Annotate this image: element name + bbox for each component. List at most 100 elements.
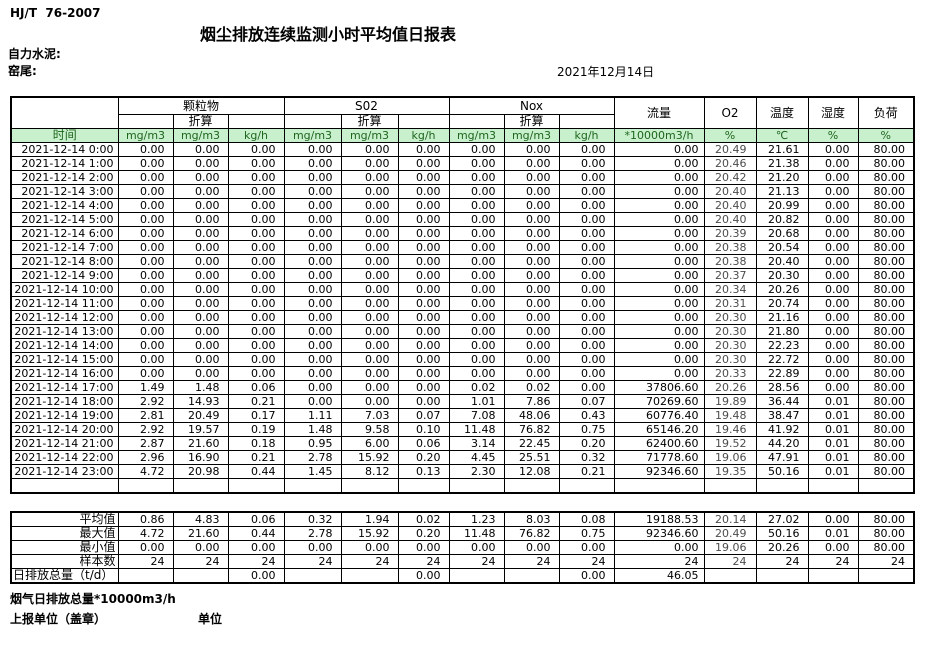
value-cell: 0.00 — [172, 352, 229, 367]
value-cell: 0.00 — [397, 380, 450, 395]
time-cell: 2021-12-14 3:00 — [10, 184, 119, 199]
value-cell: 0.00 — [283, 226, 342, 241]
value-cell: 80.00 — [857, 464, 915, 479]
value-cell: 20.26 — [755, 282, 809, 297]
value-cell: 0.00 — [117, 282, 174, 297]
value-cell: 0.21 — [227, 450, 285, 465]
value-cell: 0.00 — [283, 338, 342, 353]
summary-value-cell: 24 — [558, 554, 615, 569]
value-cell: 0.00 — [283, 240, 342, 255]
value-cell: 0.00 — [558, 184, 615, 199]
summary-value-cell: 0.00 — [397, 568, 450, 584]
value-cell: 0.00 — [117, 240, 174, 255]
value-cell: 20.46 — [703, 156, 757, 171]
unit-pm-mgm3: mg/m3 — [117, 128, 174, 143]
value-cell: 0.00 — [172, 142, 229, 157]
unit-so2-converted: mg/m3 — [340, 128, 399, 143]
value-cell: 70269.60 — [613, 394, 705, 409]
value-cell: 0.00 — [117, 254, 174, 269]
summary-value-cell — [503, 568, 560, 584]
value-cell: 20.54 — [755, 240, 809, 255]
value-cell: 0.00 — [558, 170, 615, 185]
value-cell: 0.00 — [558, 310, 615, 325]
hourly-data-table: 颗粒物 S02 Nox 流量 O2 温度 湿度 负荷 折算 折算 折算 时间 m… — [10, 96, 915, 494]
value-cell: 0.00 — [227, 170, 285, 185]
value-cell: 0.95 — [283, 436, 342, 451]
value-cell: 0.00 — [172, 254, 229, 269]
value-cell: 0.00 — [613, 352, 705, 367]
value-cell: 80.00 — [857, 324, 915, 339]
unit-o2: % — [703, 128, 757, 143]
header-sub-row: 折算 折算 折算 — [11, 114, 914, 129]
value-cell: 4.45 — [448, 450, 505, 465]
value-cell: 0.00 — [227, 226, 285, 241]
value-cell: 0.21 — [558, 464, 615, 479]
col-load: 负荷 — [857, 96, 915, 129]
table-row: 2021-12-14 21:00 2.87 21.60 0.18 0.95 6.00 0.0… — [10, 436, 915, 451]
value-cell: 0.00 — [558, 324, 615, 339]
value-cell: 0.00 — [117, 310, 174, 325]
summary-value-cell: 19.06 — [703, 540, 757, 555]
value-cell: 11.48 — [448, 422, 505, 437]
summary-label: 样本数 — [10, 554, 119, 569]
value-cell: 0.00 — [172, 282, 229, 297]
value-cell: 0.00 — [448, 338, 505, 353]
value-cell: 0.00 — [613, 282, 705, 297]
value-cell: 71778.60 — [613, 450, 705, 465]
value-cell: 0.00 — [448, 310, 505, 325]
value-cell: 0.00 — [283, 268, 342, 283]
table-row: 2021-12-14 19:00 2.81 20.49 0.17 1.11 7.03 0.0… — [10, 408, 915, 423]
value-cell: 0.00 — [172, 324, 229, 339]
empty-cell — [503, 478, 560, 494]
sub-blank — [558, 114, 615, 129]
value-cell: 0.00 — [807, 142, 859, 157]
value-cell: 0.00 — [227, 282, 285, 297]
value-cell: 20.99 — [755, 198, 809, 213]
value-cell: 0.07 — [558, 394, 615, 409]
sub-blank — [117, 114, 174, 129]
value-cell: 0.00 — [172, 156, 229, 171]
table-row: 2021-12-14 17:00 1.49 1.48 0.06 0.00 0.00 0.00… — [10, 380, 915, 395]
value-cell: 19.57 — [172, 422, 229, 437]
value-cell: 60776.40 — [613, 408, 705, 423]
value-cell: 0.00 — [503, 338, 560, 353]
value-cell: 0.00 — [397, 352, 450, 367]
table-row: 2021-12-14 15:00 0.00 0.00 0.00 0.00 0.00 0.00… — [10, 352, 915, 367]
value-cell: 0.00 — [117, 366, 174, 381]
empty-cell — [703, 478, 757, 494]
value-cell: 0.00 — [807, 310, 859, 325]
value-cell: 0.00 — [172, 226, 229, 241]
value-cell: 0.00 — [448, 254, 505, 269]
value-cell: 0.19 — [227, 422, 285, 437]
value-cell: 80.00 — [857, 184, 915, 199]
value-cell: 0.00 — [448, 212, 505, 227]
time-cell: 2021-12-14 17:00 — [10, 380, 119, 395]
value-cell: 65146.20 — [613, 422, 705, 437]
value-cell: 0.00 — [448, 324, 505, 339]
value-cell: 0.00 — [613, 268, 705, 283]
value-cell: 0.00 — [340, 380, 399, 395]
value-cell: 0.00 — [227, 212, 285, 227]
unit-humidity: % — [807, 128, 859, 143]
value-cell: 1.48 — [283, 422, 342, 437]
value-cell: 0.00 — [117, 324, 174, 339]
value-cell: 80.00 — [857, 352, 915, 367]
summary-value-cell: 0.06 — [227, 511, 285, 527]
empty-cell — [613, 478, 705, 494]
value-cell: 16.90 — [172, 450, 229, 465]
time-cell: 2021-12-14 4:00 — [10, 198, 119, 213]
value-cell: 21.38 — [755, 156, 809, 171]
value-cell: 0.01 — [807, 450, 859, 465]
table-row: 2021-12-14 0:00 0.00 0.00 0.00 0.00 0.00 0.00 0… — [10, 142, 915, 157]
value-cell: 0.00 — [807, 324, 859, 339]
value-cell: 21.60 — [172, 436, 229, 451]
value-cell: 0.00 — [448, 184, 505, 199]
value-cell: 20.33 — [703, 366, 757, 381]
unit-nox-mgm3: mg/m3 — [448, 128, 505, 143]
empty-cell — [807, 478, 859, 494]
time-cell: 2021-12-14 22:00 — [10, 450, 119, 465]
value-cell: 0.06 — [227, 380, 285, 395]
value-cell: 0.00 — [340, 282, 399, 297]
time-cell: 2021-12-14 8:00 — [10, 254, 119, 269]
time-header-spacer — [10, 96, 119, 129]
